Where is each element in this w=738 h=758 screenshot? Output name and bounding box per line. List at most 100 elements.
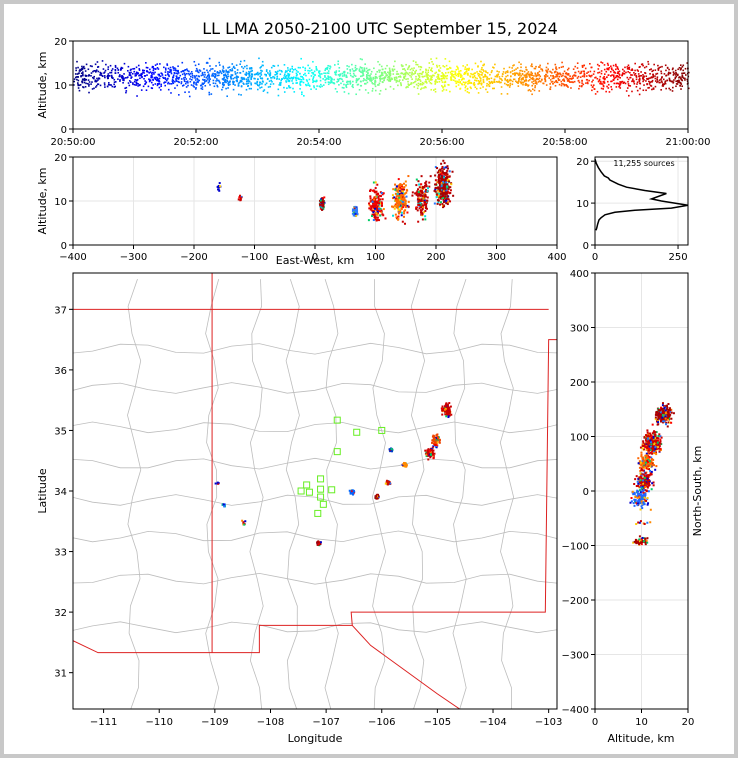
source-point <box>134 73 136 75</box>
source-point <box>403 462 406 465</box>
source-point <box>305 79 308 81</box>
source-point <box>687 71 690 74</box>
source-point <box>426 449 429 452</box>
source-point <box>419 202 422 205</box>
source-point <box>649 81 652 83</box>
source-point <box>148 72 151 74</box>
altitude-time-points <box>73 57 690 98</box>
source-point <box>173 69 175 71</box>
source-point <box>384 88 387 91</box>
source-point <box>367 219 370 222</box>
source-point <box>493 78 496 81</box>
source-point <box>611 74 613 76</box>
source-point <box>630 74 632 76</box>
source-point <box>387 75 390 78</box>
source-point <box>569 75 571 77</box>
source-point <box>233 81 235 83</box>
source-point <box>239 198 242 201</box>
source-point <box>516 81 518 84</box>
source-point <box>289 70 291 73</box>
source-point <box>373 67 375 70</box>
source-point <box>649 433 652 436</box>
source-point <box>675 85 677 88</box>
source-point <box>435 434 438 437</box>
source-point <box>325 78 327 81</box>
source-point <box>259 81 261 84</box>
source-point <box>656 444 659 447</box>
source-point <box>260 86 263 89</box>
source-point <box>621 80 624 83</box>
source-point <box>149 68 151 71</box>
source-point <box>334 87 337 90</box>
source-point <box>177 69 179 72</box>
source-point <box>418 186 421 189</box>
source-point <box>390 205 393 208</box>
source-point <box>392 70 394 72</box>
source-point <box>434 82 437 84</box>
source-point <box>549 79 552 81</box>
source-point <box>472 73 475 75</box>
source-point <box>366 73 368 76</box>
source-point <box>493 66 495 69</box>
source-point <box>147 85 150 88</box>
source-point <box>648 445 651 448</box>
source-point <box>368 75 371 77</box>
source-point <box>445 406 448 409</box>
source-point <box>411 191 414 194</box>
source-point <box>194 64 197 67</box>
source-point <box>388 71 391 74</box>
source-point <box>517 82 519 85</box>
source-point <box>438 181 441 184</box>
source-point <box>534 82 537 85</box>
source-point <box>497 74 499 76</box>
source-point <box>217 79 219 82</box>
source-point <box>465 85 467 88</box>
source-point <box>640 455 643 458</box>
source-point <box>225 71 227 73</box>
source-point <box>303 95 305 97</box>
source-point <box>171 78 174 81</box>
source-point <box>406 68 409 70</box>
county-line <box>499 279 515 709</box>
source-point <box>437 74 440 76</box>
station-marker <box>297 487 305 495</box>
source-point <box>642 64 644 67</box>
source-point <box>167 88 170 91</box>
source-point <box>650 85 653 87</box>
x-tick-label: −103 <box>535 717 562 728</box>
source-point <box>449 90 451 93</box>
source-point <box>437 76 440 79</box>
source-point <box>123 79 125 82</box>
source-point <box>535 74 538 77</box>
source-point <box>462 65 464 67</box>
source-point <box>149 79 152 81</box>
source-point <box>380 204 383 207</box>
source-point <box>379 207 382 210</box>
source-point <box>475 87 478 90</box>
source-point <box>122 75 124 78</box>
source-point <box>412 60 415 62</box>
source-point <box>684 77 686 80</box>
source-point <box>582 70 585 73</box>
source-point <box>355 208 358 211</box>
source-point <box>553 81 556 84</box>
source-point <box>374 79 377 82</box>
source-point <box>396 80 399 82</box>
source-point <box>87 68 90 71</box>
source-point <box>437 77 439 80</box>
source-point <box>429 456 432 459</box>
source-point <box>222 86 224 89</box>
source-point <box>418 78 421 81</box>
source-point <box>446 410 449 413</box>
source-point <box>652 75 655 77</box>
source-point <box>442 76 445 79</box>
source-point <box>660 80 663 82</box>
source-point <box>493 81 496 84</box>
source-point <box>131 72 134 75</box>
source-point <box>643 75 645 78</box>
source-point <box>660 420 663 423</box>
source-point <box>392 88 395 90</box>
source-point <box>665 414 668 417</box>
source-point <box>338 84 340 86</box>
source-point <box>603 75 605 78</box>
